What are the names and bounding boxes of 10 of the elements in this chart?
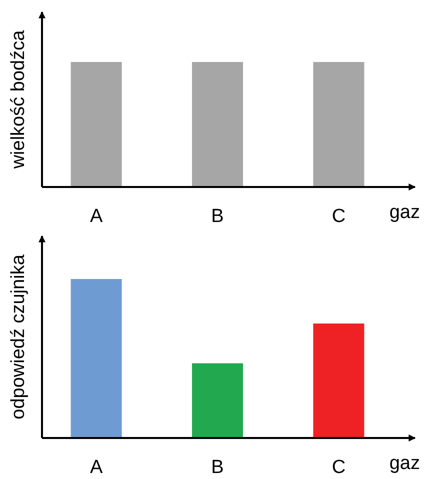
x-axis-title: gaz: [389, 202, 420, 223]
x-tick-label: B: [211, 457, 224, 478]
x-tick-label: A: [90, 457, 103, 478]
x-tick-label: B: [211, 206, 224, 227]
x-tick-label: A: [90, 206, 103, 227]
x-tick-label: C: [332, 206, 346, 227]
x-tick-label: C: [332, 457, 346, 478]
y-axis-title: wielkość bodźca: [8, 30, 29, 170]
x-axis-title: gaz: [389, 453, 420, 474]
y-axis-title: odpowiedź czujnika: [8, 254, 29, 420]
